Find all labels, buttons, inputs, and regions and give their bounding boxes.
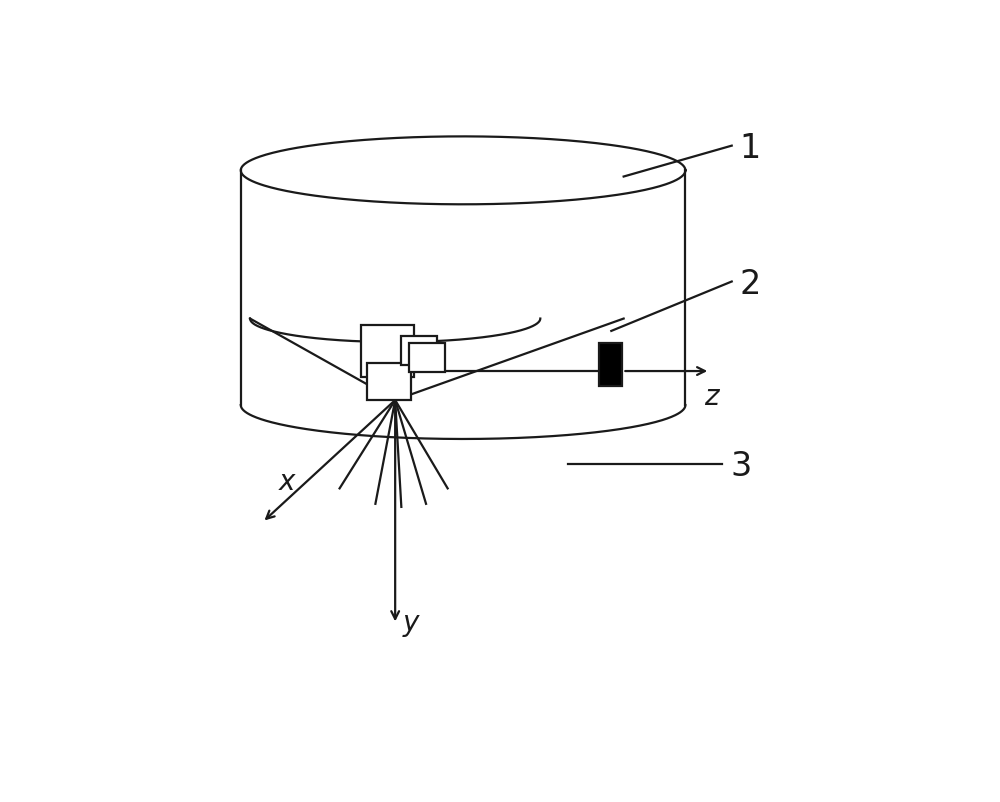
Text: 1: 1 bbox=[740, 132, 761, 165]
Bar bbox=[599, 343, 622, 387]
Text: x: x bbox=[279, 468, 295, 496]
Bar bbox=[401, 336, 437, 365]
Text: 3: 3 bbox=[730, 450, 752, 484]
Text: 2: 2 bbox=[740, 268, 761, 301]
Text: y: y bbox=[403, 609, 419, 637]
Text: z: z bbox=[704, 383, 719, 411]
Bar bbox=[367, 363, 411, 400]
Bar bbox=[409, 343, 445, 372]
Bar bbox=[361, 325, 414, 377]
